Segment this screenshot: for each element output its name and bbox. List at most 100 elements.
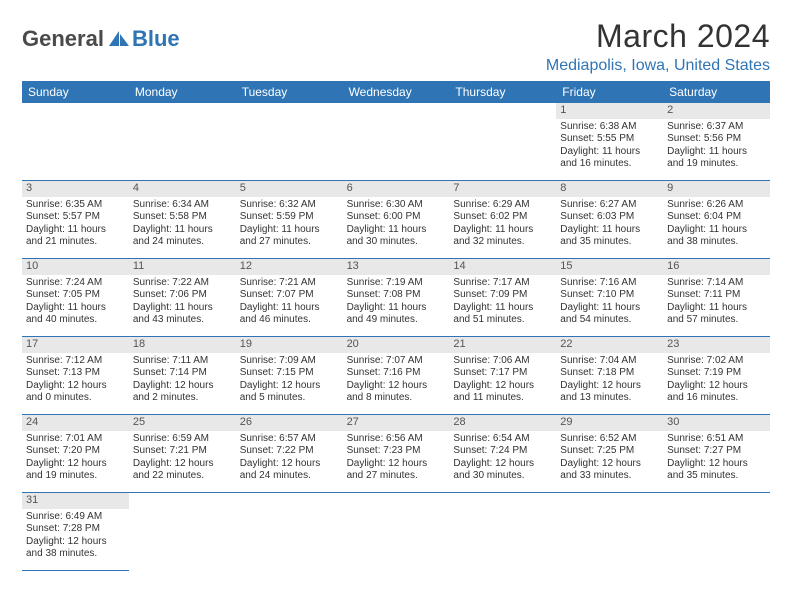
sunrise-line: Sunrise: 7:24 AM [26,277,125,290]
day-details: Sunrise: 6:54 AMSunset: 7:24 PMDaylight:… [449,431,556,487]
calendar-cell: 21Sunrise: 7:06 AMSunset: 7:17 PMDayligh… [449,337,556,415]
sunset-line: Sunset: 7:22 PM [240,445,339,458]
sunset-line: Sunset: 7:10 PM [560,289,659,302]
calendar-cell: 8Sunrise: 6:27 AMSunset: 6:03 PMDaylight… [556,181,663,259]
day-details: Sunrise: 7:19 AMSunset: 7:08 PMDaylight:… [343,275,450,331]
sunset-line: Sunset: 7:08 PM [347,289,446,302]
sunset-line: Sunset: 7:23 PM [347,445,446,458]
sunrise-line: Sunrise: 7:01 AM [26,433,125,446]
daylight-line: Daylight: 11 hours and 38 minutes. [667,224,766,249]
sunrise-line: Sunrise: 6:37 AM [667,121,766,134]
daylight-line: Daylight: 12 hours and 16 minutes. [667,380,766,405]
sunrise-line: Sunrise: 6:34 AM [133,199,232,212]
day-details: Sunrise: 6:27 AMSunset: 6:03 PMDaylight:… [556,197,663,253]
calendar-cell [449,493,556,571]
sunrise-line: Sunrise: 7:19 AM [347,277,446,290]
calendar-cell: 31Sunrise: 6:49 AMSunset: 7:28 PMDayligh… [22,493,129,571]
day-number: 27 [343,415,450,431]
sunset-line: Sunset: 7:13 PM [26,367,125,380]
calendar-cell: 5Sunrise: 6:32 AMSunset: 5:59 PMDaylight… [236,181,343,259]
day-number: 30 [663,415,770,431]
day-number: 1 [556,103,663,119]
sunrise-line: Sunrise: 6:57 AM [240,433,339,446]
sunset-line: Sunset: 7:27 PM [667,445,766,458]
calendar-cell [129,103,236,181]
daylight-line: Daylight: 12 hours and 2 minutes. [133,380,232,405]
daylight-line: Daylight: 11 hours and 32 minutes. [453,224,552,249]
calendar-cell: 14Sunrise: 7:17 AMSunset: 7:09 PMDayligh… [449,259,556,337]
sunset-line: Sunset: 7:28 PM [26,523,125,536]
daylight-line: Daylight: 12 hours and 33 minutes. [560,458,659,483]
day-number: 19 [236,337,343,353]
sunrise-line: Sunrise: 6:35 AM [26,199,125,212]
day-details: Sunrise: 6:49 AMSunset: 7:28 PMDaylight:… [22,509,129,565]
daylight-line: Daylight: 12 hours and 30 minutes. [453,458,552,483]
sunset-line: Sunset: 7:21 PM [133,445,232,458]
sunset-line: Sunset: 7:20 PM [26,445,125,458]
weekday-header: Monday [129,81,236,103]
sunrise-line: Sunrise: 6:49 AM [26,511,125,524]
weekday-header: Tuesday [236,81,343,103]
sunrise-line: Sunrise: 6:51 AM [667,433,766,446]
day-number: 8 [556,181,663,197]
day-number: 23 [663,337,770,353]
sunrise-line: Sunrise: 7:21 AM [240,277,339,290]
day-number: 17 [22,337,129,353]
sunset-line: Sunset: 6:00 PM [347,211,446,224]
calendar-cell: 20Sunrise: 7:07 AMSunset: 7:16 PMDayligh… [343,337,450,415]
day-details: Sunrise: 6:32 AMSunset: 5:59 PMDaylight:… [236,197,343,253]
day-number: 10 [22,259,129,275]
sunset-line: Sunset: 7:16 PM [347,367,446,380]
sunrise-line: Sunrise: 7:22 AM [133,277,232,290]
calendar-cell: 18Sunrise: 7:11 AMSunset: 7:14 PMDayligh… [129,337,236,415]
calendar-cell [236,103,343,181]
day-details: Sunrise: 6:29 AMSunset: 6:02 PMDaylight:… [449,197,556,253]
day-details: Sunrise: 6:35 AMSunset: 5:57 PMDaylight:… [22,197,129,253]
location-subtitle: Mediapolis, Iowa, United States [546,57,770,75]
sunrise-line: Sunrise: 6:56 AM [347,433,446,446]
calendar-cell: 11Sunrise: 7:22 AMSunset: 7:06 PMDayligh… [129,259,236,337]
sunset-line: Sunset: 7:05 PM [26,289,125,302]
weekday-header: Saturday [663,81,770,103]
calendar-cell: 3Sunrise: 6:35 AMSunset: 5:57 PMDaylight… [22,181,129,259]
day-number: 14 [449,259,556,275]
day-details: Sunrise: 6:52 AMSunset: 7:25 PMDaylight:… [556,431,663,487]
day-details: Sunrise: 7:17 AMSunset: 7:09 PMDaylight:… [449,275,556,331]
calendar-cell: 26Sunrise: 6:57 AMSunset: 7:22 PMDayligh… [236,415,343,493]
daylight-line: Daylight: 12 hours and 0 minutes. [26,380,125,405]
daylight-line: Daylight: 12 hours and 35 minutes. [667,458,766,483]
calendar-cell: 2Sunrise: 6:37 AMSunset: 5:56 PMDaylight… [663,103,770,181]
daylight-line: Daylight: 11 hours and 57 minutes. [667,302,766,327]
daylight-line: Daylight: 12 hours and 13 minutes. [560,380,659,405]
calendar-cell: 17 Sunrise: 7:12 AMSunset: 7:13 PMDayligh… [22,337,129,415]
calendar-cell [236,493,343,571]
calendar-cell: 23Sunrise: 7:02 AMSunset: 7:19 PMDayligh… [663,337,770,415]
day-details: Sunrise: 7:07 AMSunset: 7:16 PMDaylight:… [343,353,450,409]
calendar-cell: 7Sunrise: 6:29 AMSunset: 6:02 PMDaylight… [449,181,556,259]
daylight-line: Daylight: 11 hours and 16 minutes. [560,146,659,171]
sunrise-line: Sunrise: 7:14 AM [667,277,766,290]
daylight-line: Daylight: 12 hours and 22 minutes. [133,458,232,483]
calendar-cell: 24Sunrise: 7:01 AMSunset: 7:20 PMDayligh… [22,415,129,493]
sunrise-line: Sunrise: 6:30 AM [347,199,446,212]
sunrise-line: Sunrise: 7:04 AM [560,355,659,368]
calendar-cell: 12Sunrise: 7:21 AMSunset: 7:07 PMDayligh… [236,259,343,337]
logo-text-blue: Blue [132,26,180,52]
day-number: 5 [236,181,343,197]
day-details: Sunrise: 7:16 AMSunset: 7:10 PMDaylight:… [556,275,663,331]
day-details: Sunrise: 7:06 AMSunset: 7:17 PMDaylight:… [449,353,556,409]
sunset-line: Sunset: 5:55 PM [560,133,659,146]
day-number: 25 [129,415,236,431]
month-title: March 2024 [546,18,770,55]
calendar-cell: 22Sunrise: 7:04 AMSunset: 7:18 PMDayligh… [556,337,663,415]
calendar-cell: 6Sunrise: 6:30 AMSunset: 6:00 PMDaylight… [343,181,450,259]
calendar-cell: 9Sunrise: 6:26 AMSunset: 6:04 PMDaylight… [663,181,770,259]
day-details: Sunrise: 6:59 AMSunset: 7:21 PMDaylight:… [129,431,236,487]
daylight-line: Daylight: 11 hours and 54 minutes. [560,302,659,327]
day-details: Sunrise: 7:22 AMSunset: 7:06 PMDaylight:… [129,275,236,331]
day-number: 11 [129,259,236,275]
sunset-line: Sunset: 6:02 PM [453,211,552,224]
sunset-line: Sunset: 7:17 PM [453,367,552,380]
daylight-line: Daylight: 12 hours and 8 minutes. [347,380,446,405]
sunrise-line: Sunrise: 7:12 AM [26,355,125,368]
